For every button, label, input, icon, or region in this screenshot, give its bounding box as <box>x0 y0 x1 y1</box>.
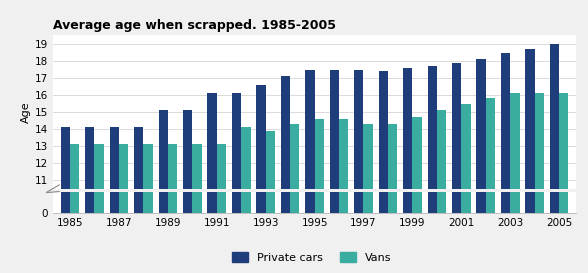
Bar <box>266 131 275 273</box>
Bar <box>534 93 544 273</box>
Bar <box>241 0 250 213</box>
Bar <box>501 0 510 213</box>
Bar <box>452 63 462 273</box>
Bar <box>290 124 299 273</box>
Bar <box>143 0 153 213</box>
Bar <box>305 70 315 273</box>
Bar <box>217 144 226 273</box>
Bar <box>559 0 569 213</box>
Bar <box>388 0 397 213</box>
Bar <box>462 103 470 273</box>
Bar <box>379 71 388 273</box>
Bar <box>241 127 250 273</box>
Text: Average age when scrapped. 1985-2005: Average age when scrapped. 1985-2005 <box>53 19 336 32</box>
Bar <box>70 0 79 213</box>
Bar <box>61 0 70 213</box>
Bar <box>354 0 363 213</box>
Bar <box>501 52 510 273</box>
Bar <box>143 144 153 273</box>
Bar <box>550 0 559 213</box>
Bar <box>119 0 128 213</box>
Bar <box>183 110 192 273</box>
Bar <box>412 0 422 213</box>
Bar <box>330 70 339 273</box>
Bar <box>550 44 559 273</box>
Bar <box>159 0 168 213</box>
Bar <box>339 0 348 213</box>
Bar <box>476 59 486 273</box>
Bar <box>256 85 266 273</box>
Bar <box>134 0 143 213</box>
Legend: Private cars, Vans: Private cars, Vans <box>227 248 396 268</box>
Bar <box>290 0 299 213</box>
Bar <box>486 0 495 213</box>
Bar <box>363 124 373 273</box>
Bar <box>510 0 520 213</box>
Bar <box>109 127 119 273</box>
Bar <box>379 0 388 213</box>
Bar <box>232 0 241 213</box>
Bar <box>281 76 290 273</box>
Bar <box>192 144 202 273</box>
Bar <box>70 144 79 273</box>
Bar <box>437 110 446 273</box>
Bar <box>486 99 495 273</box>
Bar <box>109 0 119 213</box>
Bar <box>95 0 104 213</box>
Bar <box>476 0 486 213</box>
Bar <box>256 0 266 213</box>
Bar <box>354 70 363 273</box>
Bar <box>330 0 339 213</box>
Bar <box>525 49 534 273</box>
Bar <box>462 0 470 213</box>
Bar <box>85 0 95 213</box>
Bar <box>559 93 569 273</box>
Bar <box>525 0 534 213</box>
Bar <box>208 93 217 273</box>
Bar <box>134 127 143 273</box>
Bar <box>412 117 422 273</box>
Bar <box>85 127 95 273</box>
Bar <box>168 144 177 273</box>
Bar <box>305 0 315 213</box>
Y-axis label: Age: Age <box>21 101 31 123</box>
Bar <box>437 0 446 213</box>
Bar <box>217 0 226 213</box>
Bar <box>119 144 128 273</box>
Bar <box>388 124 397 273</box>
Bar <box>315 119 324 273</box>
Bar <box>534 0 544 213</box>
Bar <box>452 0 462 213</box>
Bar <box>183 0 192 213</box>
Bar <box>192 0 202 213</box>
Bar <box>232 93 241 273</box>
Bar <box>315 0 324 213</box>
Bar <box>208 0 217 213</box>
Bar <box>61 127 70 273</box>
Bar <box>281 0 290 213</box>
Bar <box>168 0 177 213</box>
Bar <box>363 0 373 213</box>
Bar <box>427 0 437 213</box>
Bar <box>403 68 412 273</box>
Bar <box>427 66 437 273</box>
Bar <box>510 93 520 273</box>
Bar <box>403 0 412 213</box>
Bar <box>159 110 168 273</box>
Bar <box>266 0 275 213</box>
Bar <box>95 144 104 273</box>
Bar <box>339 119 348 273</box>
